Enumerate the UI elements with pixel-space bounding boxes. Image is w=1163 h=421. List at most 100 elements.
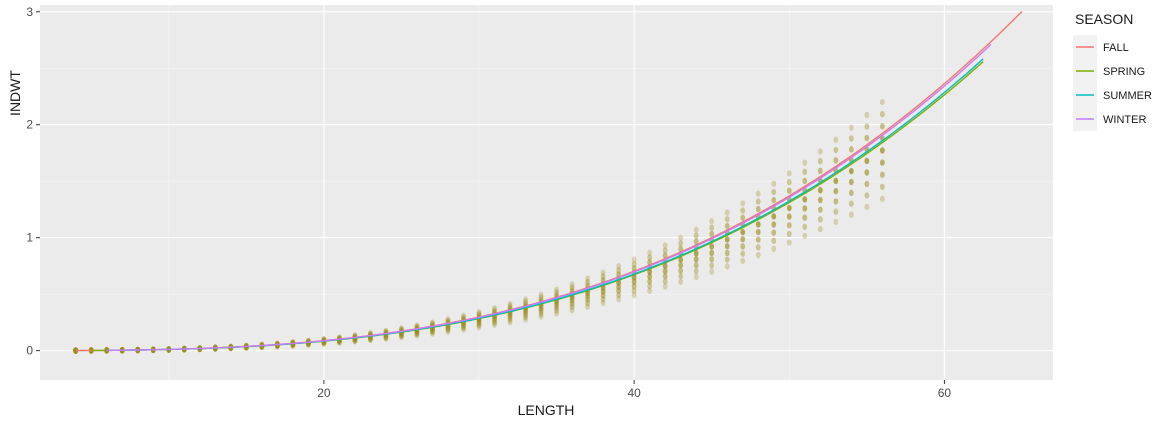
scatter-point xyxy=(414,322,420,329)
scatter-point xyxy=(709,255,715,263)
scatter-point xyxy=(693,232,699,239)
scatter-point xyxy=(709,249,715,257)
scatter-point xyxy=(755,205,761,213)
y-tick-label: 3 xyxy=(26,5,33,19)
scatter-point xyxy=(864,169,870,176)
scatter-point xyxy=(802,159,808,166)
scatter-point xyxy=(802,168,808,176)
scatter-point xyxy=(631,287,637,294)
scatter-point xyxy=(693,238,699,245)
scatter-point xyxy=(740,214,746,221)
scatter-point xyxy=(678,278,684,285)
scatter-point xyxy=(771,196,777,204)
scatter-point xyxy=(786,222,792,229)
y-axis-title: INDWT xyxy=(7,70,23,116)
y-axis-ticks: 0 1 2 3 xyxy=(26,5,40,358)
scatter-point xyxy=(817,196,823,204)
scatter-point xyxy=(693,267,699,275)
scatter-point xyxy=(399,325,404,332)
legend-label-fall: FALL xyxy=(1103,42,1129,54)
scatter-point xyxy=(724,222,730,230)
scatter-point xyxy=(879,123,885,130)
scatter-point xyxy=(662,272,668,280)
scatter-point xyxy=(740,207,746,214)
scatter-point xyxy=(631,283,637,290)
scatter-point xyxy=(662,267,668,275)
scatter-point xyxy=(879,98,885,106)
scatter-point xyxy=(647,278,653,285)
scatter-point xyxy=(848,124,854,131)
scatter-point xyxy=(709,262,715,269)
scatter-point xyxy=(802,205,808,212)
scatter-point xyxy=(771,237,777,244)
legend-label-spring: SPRING xyxy=(1103,66,1145,78)
scatter-point xyxy=(585,303,591,310)
scatter-point xyxy=(848,135,854,142)
legend-label-winter: WINTER xyxy=(1103,114,1146,126)
scatter-point xyxy=(647,268,653,276)
scatter-point xyxy=(523,296,528,303)
scatter-point xyxy=(848,167,854,175)
x-tick-label: 40 xyxy=(627,386,641,400)
scatter-point xyxy=(430,319,435,326)
scatter-point xyxy=(274,340,280,347)
scatter-point xyxy=(740,236,746,243)
scatter-point xyxy=(817,148,823,155)
scatter-point xyxy=(662,283,668,290)
scatter-point xyxy=(507,318,513,326)
scatter-point xyxy=(740,200,746,207)
scatter-point xyxy=(631,278,637,286)
scatter-point xyxy=(879,183,885,191)
scatter-point xyxy=(647,254,653,261)
scatter-point xyxy=(616,267,622,274)
scatter-point xyxy=(833,136,839,143)
scatter-point xyxy=(817,216,823,223)
scatter-point xyxy=(771,213,777,220)
scatter-point xyxy=(709,230,715,238)
scatter-point xyxy=(771,180,777,188)
scatter-point xyxy=(678,262,684,269)
scatter-point xyxy=(709,224,715,231)
series-lines xyxy=(75,11,1023,352)
scatter-point xyxy=(864,180,870,188)
scatter-point xyxy=(678,240,684,247)
scatter-point xyxy=(755,221,761,228)
scatter-point xyxy=(554,289,559,296)
scatter-point xyxy=(755,251,761,259)
scatter-point xyxy=(554,286,559,293)
scatter-point xyxy=(709,243,715,250)
scatter-point xyxy=(724,236,730,243)
scatter-point xyxy=(864,123,870,130)
scatter-point xyxy=(755,190,761,198)
scatter-point xyxy=(802,223,808,230)
scatter-point xyxy=(538,294,544,301)
scatter-point xyxy=(802,177,808,185)
scatter-point xyxy=(647,273,653,280)
scatter-point xyxy=(709,268,715,275)
x-tick-label: 60 xyxy=(938,386,952,400)
scatter-points xyxy=(73,98,885,354)
scatter-point xyxy=(848,146,854,153)
scatter-point xyxy=(662,247,668,254)
scatter-point xyxy=(864,134,870,142)
scatter-point xyxy=(864,111,870,119)
scatter-point xyxy=(833,198,839,205)
scatter-point xyxy=(879,147,885,154)
scatter-point xyxy=(693,250,699,257)
scatter-point xyxy=(802,214,808,221)
scatter-point xyxy=(864,192,870,199)
scatter-point xyxy=(755,198,761,205)
scatter-point xyxy=(507,300,513,308)
x-axis-ticks: 20 40 60 xyxy=(317,380,951,400)
scatter-point xyxy=(879,159,885,166)
scatter-point xyxy=(833,146,839,154)
scatter-point xyxy=(817,187,823,194)
legend-title: SEASON xyxy=(1075,11,1133,27)
scatter-point xyxy=(693,261,699,269)
scatter-point xyxy=(73,347,79,354)
scatter-point xyxy=(678,234,684,241)
scatter-point xyxy=(724,249,730,257)
scatter-point xyxy=(786,230,792,238)
scatter-point xyxy=(879,195,885,203)
scatter-point xyxy=(461,314,466,321)
